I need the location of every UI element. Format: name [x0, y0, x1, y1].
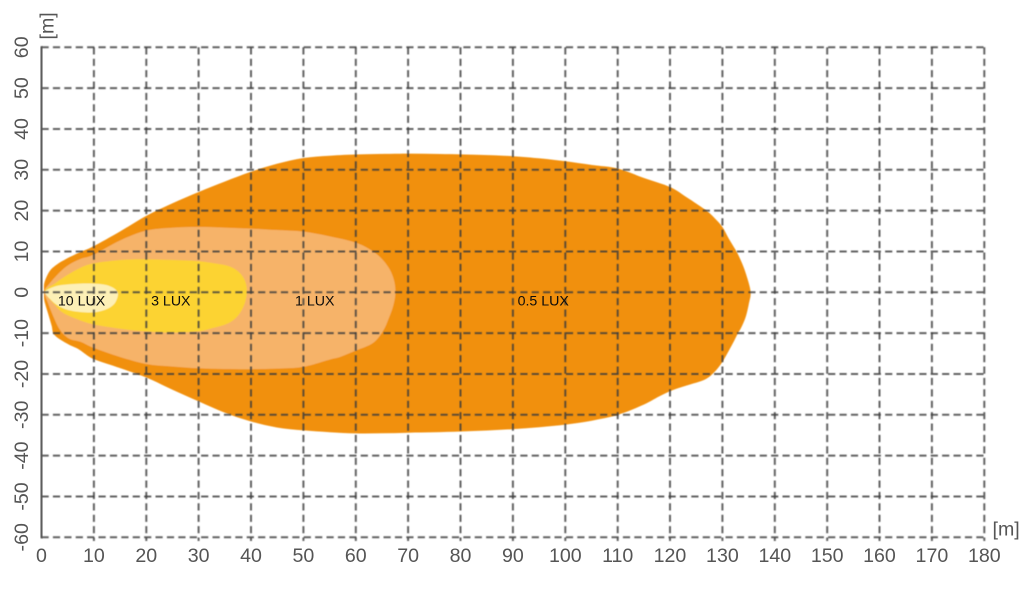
svg-text:30: 30: [11, 159, 33, 181]
svg-text:40: 40: [11, 118, 33, 140]
svg-text:10: 10: [83, 545, 105, 567]
svg-text:-60: -60: [11, 523, 33, 551]
svg-text:1 LUX: 1 LUX: [295, 293, 335, 309]
svg-text:-30: -30: [11, 401, 33, 429]
svg-text:-20: -20: [11, 360, 33, 388]
svg-text:130: 130: [706, 545, 739, 567]
svg-text:0: 0: [36, 545, 47, 567]
svg-text:0.5 LUX: 0.5 LUX: [518, 293, 570, 309]
svg-text:20: 20: [11, 200, 33, 222]
svg-text:60: 60: [345, 545, 367, 567]
svg-text:10 LUX: 10 LUX: [58, 293, 106, 309]
svg-text:180: 180: [968, 545, 1001, 567]
svg-text:90: 90: [502, 545, 524, 567]
svg-text:160: 160: [863, 545, 896, 567]
svg-text:10: 10: [11, 241, 33, 263]
svg-text:[m]: [m]: [37, 12, 59, 39]
svg-text:70: 70: [397, 545, 419, 567]
svg-text:100: 100: [549, 545, 582, 567]
svg-text:50: 50: [293, 545, 315, 567]
svg-text:80: 80: [450, 545, 472, 567]
svg-text:150: 150: [811, 545, 844, 567]
svg-text:-10: -10: [11, 319, 33, 347]
svg-text:-50: -50: [11, 482, 33, 510]
svg-text:170: 170: [916, 545, 949, 567]
svg-text:50: 50: [11, 77, 33, 99]
svg-text:120: 120: [654, 545, 687, 567]
svg-text:110: 110: [602, 545, 633, 567]
svg-text:30: 30: [188, 545, 210, 567]
svg-text:40: 40: [240, 545, 262, 567]
svg-text:3 LUX: 3 LUX: [151, 293, 191, 309]
svg-text:-40: -40: [11, 441, 33, 469]
svg-text:20: 20: [135, 545, 157, 567]
svg-text:[m]: [m]: [993, 519, 1020, 541]
svg-text:140: 140: [758, 545, 791, 567]
svg-text:60: 60: [11, 36, 33, 58]
svg-text:0: 0: [11, 287, 33, 298]
